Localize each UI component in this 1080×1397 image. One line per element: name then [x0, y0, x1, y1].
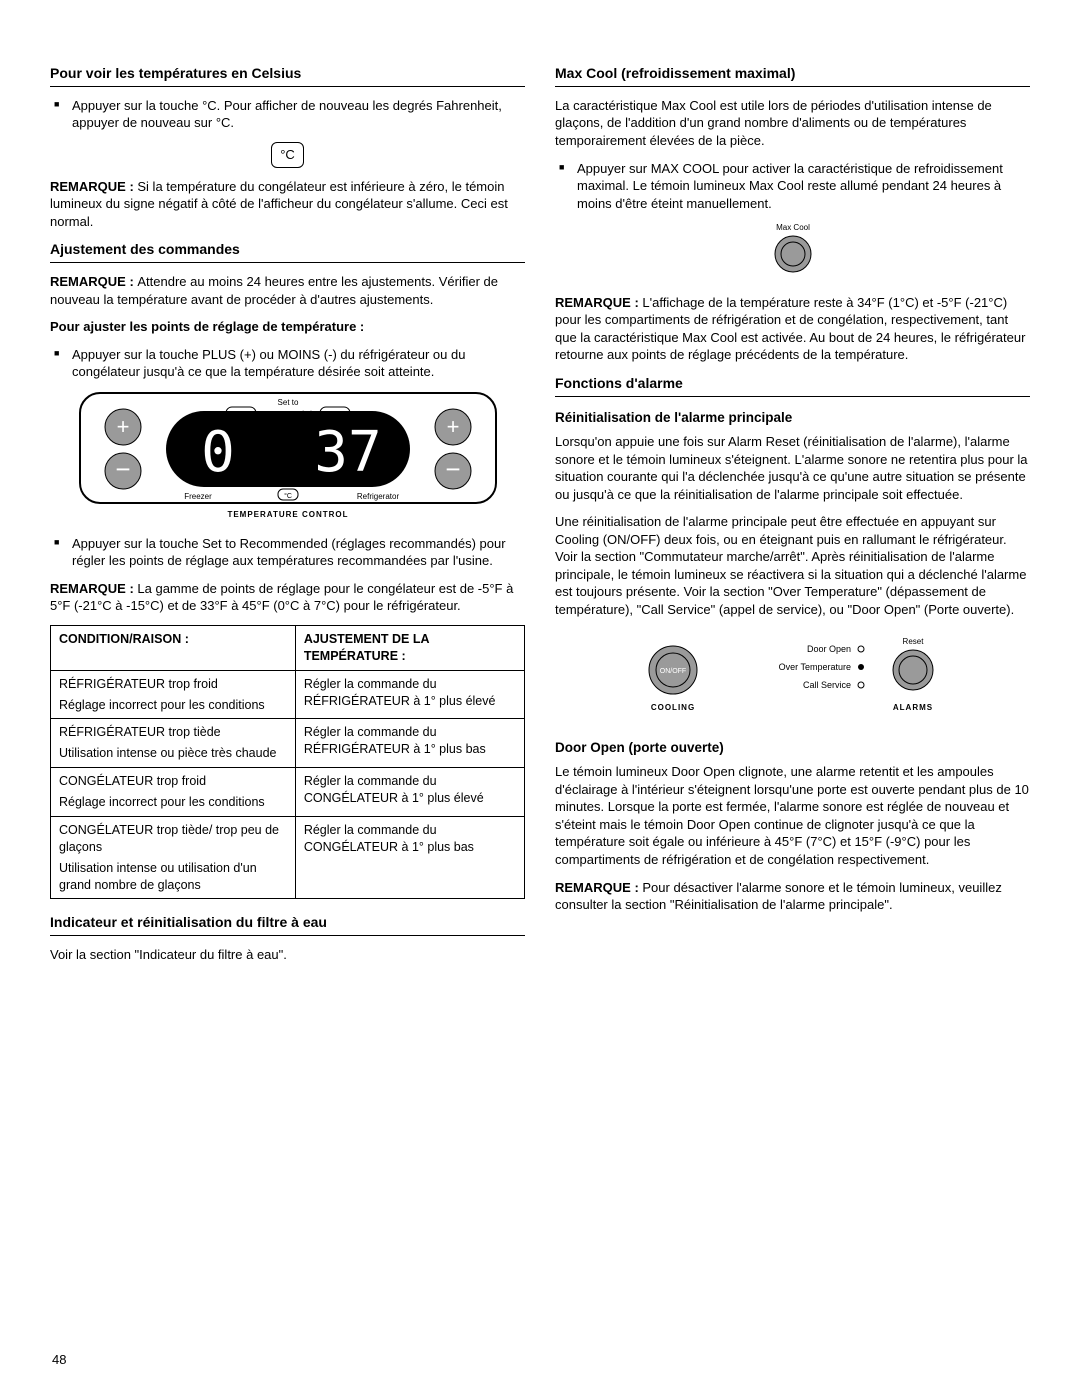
- remark-celsius: REMARQUE : Si la température du congélat…: [50, 178, 525, 231]
- svg-text:+: +: [446, 414, 459, 439]
- section-title-alarme: Fonctions d'alarme: [555, 374, 1030, 397]
- svg-text:37°F: 37°F: [327, 410, 342, 418]
- text-maxcool-intro: La caractéristique Max Cool est utile lo…: [555, 97, 1030, 150]
- svg-text:°C: °C: [284, 492, 292, 500]
- bullet-celsius: Appuyer sur la touche °C. Pour afficher …: [50, 97, 525, 132]
- section-title-filtre: Indicateur et réinitialisation du filtre…: [50, 913, 525, 936]
- svg-text:−: −: [445, 454, 460, 484]
- bullet-maxcool: Appuyer sur MAX COOL pour activer la car…: [555, 160, 1030, 213]
- text-filtre: Voir la section "Indicateur du filtre à …: [50, 946, 525, 964]
- section-title-maxcool: Max Cool (refroidissement maximal): [555, 64, 1030, 87]
- svg-text:Freezer: Freezer: [184, 492, 212, 501]
- sub-title-reinit: Réinitialisation de l'alarme principale: [555, 409, 1030, 427]
- svg-text:0°F: 0°F: [235, 410, 246, 418]
- svg-text:Reset: Reset: [902, 637, 924, 646]
- svg-text:Over Temperature: Over Temperature: [778, 662, 850, 672]
- table-row: CONGÉLATEUR trop tiède/ trop peu de glaç…: [51, 816, 525, 899]
- alarm-panel-diagram: ON/OFF COOLING Door Open Over Temperatur…: [555, 632, 1030, 727]
- table-header-ajustement: AJUSTEMENT DE LA TEMPÉRATURE :: [295, 625, 524, 670]
- celsius-icon: °C: [50, 142, 525, 168]
- svg-text:COOLING: COOLING: [650, 703, 694, 712]
- bullet-plus-moins: Appuyer sur la touche PLUS (+) ou MOINS …: [50, 346, 525, 381]
- celsius-icon-label: °C: [271, 142, 304, 168]
- svg-text:TEMPERATURE CONTROL: TEMPERATURE CONTROL: [227, 510, 348, 519]
- text-dooropen: Le témoin lumineux Door Open clignote, u…: [555, 763, 1030, 868]
- text-alarme-p1: Lorsqu'on appuie une fois sur Alarm Rese…: [555, 433, 1030, 503]
- remark-dooropen: REMARQUE : Pour désactiver l'alarme sono…: [555, 879, 1030, 914]
- two-column-layout: Pour voir les températures en Celsius Ap…: [50, 60, 1030, 974]
- temperature-control-panel-diagram: + − + − 0 37 Set to 0°F Recommended 37°F: [78, 391, 498, 521]
- adjustment-table: CONDITION/RAISON : AJUSTEMENT DE LA TEMP…: [50, 625, 525, 900]
- svg-text:37: 37: [314, 420, 381, 485]
- left-column: Pour voir les températures en Celsius Ap…: [50, 60, 525, 974]
- text-alarme-p2: Une réinitialisation de l'alarme princip…: [555, 513, 1030, 618]
- table-row: CONGÉLATEUR trop froidRéglage incorrect …: [51, 768, 525, 817]
- remark-ajustement: REMARQUE : Attendre au moins 24 heures e…: [50, 273, 525, 308]
- svg-text:Max Cool: Max Cool: [776, 223, 810, 232]
- remark-maxcool: REMARQUE : L'affichage de la température…: [555, 294, 1030, 364]
- sub-ajuster: Pour ajuster les points de réglage de te…: [50, 318, 525, 336]
- svg-text:ON/OFF: ON/OFF: [659, 668, 685, 675]
- table-header-condition: CONDITION/RAISON :: [51, 625, 296, 670]
- svg-text:Recommended: Recommended: [264, 411, 312, 418]
- table-row: RÉFRIGÉRATEUR trop froidRéglage incorrec…: [51, 670, 525, 719]
- svg-text:−: −: [115, 454, 130, 484]
- svg-text:Set to: Set to: [277, 398, 298, 407]
- svg-text:Refrigerator: Refrigerator: [356, 492, 399, 501]
- table-row: RÉFRIGÉRATEUR trop tièdeUtilisation inte…: [51, 719, 525, 768]
- page-number: 48: [52, 1351, 66, 1369]
- right-column: Max Cool (refroidissement maximal) La ca…: [555, 60, 1030, 974]
- svg-text:0: 0: [201, 420, 235, 485]
- svg-text:Door Open: Door Open: [806, 644, 850, 654]
- remark-gamme: REMARQUE : La gamme de points de réglage…: [50, 580, 525, 615]
- bullet-recommended: Appuyer sur la touche Set to Recommended…: [50, 535, 525, 570]
- section-title-ajustement: Ajustement des commandes: [50, 240, 525, 263]
- svg-text:Call Service: Call Service: [802, 680, 850, 690]
- section-title-celsius: Pour voir les températures en Celsius: [50, 64, 525, 87]
- maxcool-button-diagram: Max Cool: [555, 222, 1030, 282]
- svg-text:+: +: [116, 414, 129, 439]
- sub-title-dooropen: Door Open (porte ouverte): [555, 739, 1030, 757]
- svg-text:ALARMS: ALARMS: [892, 703, 932, 712]
